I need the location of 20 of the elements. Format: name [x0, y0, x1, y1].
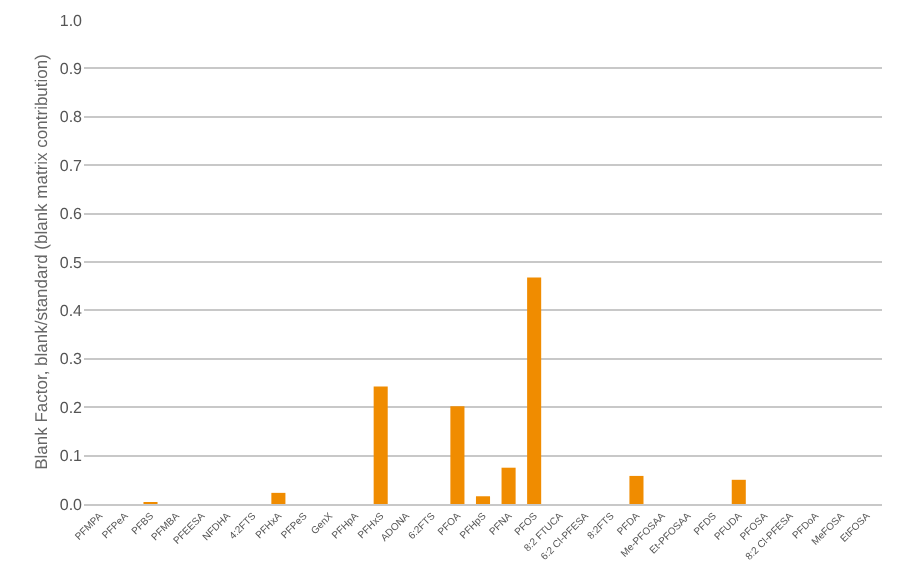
y-tick-label: 0.3 — [59, 350, 84, 369]
bar — [629, 475, 644, 504]
bar — [527, 277, 542, 504]
bar — [475, 496, 491, 504]
bar — [373, 386, 388, 504]
y-tick-label: 0.0 — [59, 495, 84, 514]
bar — [731, 479, 746, 504]
y-tick-label: 0.1 — [59, 447, 84, 466]
bar — [501, 467, 516, 504]
y-tick-label: 0.7 — [59, 156, 84, 175]
y-tick-label: 0.6 — [59, 205, 84, 224]
y-tick-label: 0.5 — [59, 253, 84, 272]
y-tick-label: 0.8 — [59, 108, 84, 127]
bar — [271, 492, 286, 504]
y-tick-label: 1.0 — [59, 11, 84, 30]
y-tick-label: 0.2 — [59, 398, 84, 417]
bar — [450, 406, 465, 504]
y-tick-label: 0.9 — [59, 60, 84, 78]
y-axis-title: Blank Factor, blank/standard (blank matrix contribution) — [30, 53, 51, 470]
y-tick-label: 0.4 — [59, 302, 84, 320]
